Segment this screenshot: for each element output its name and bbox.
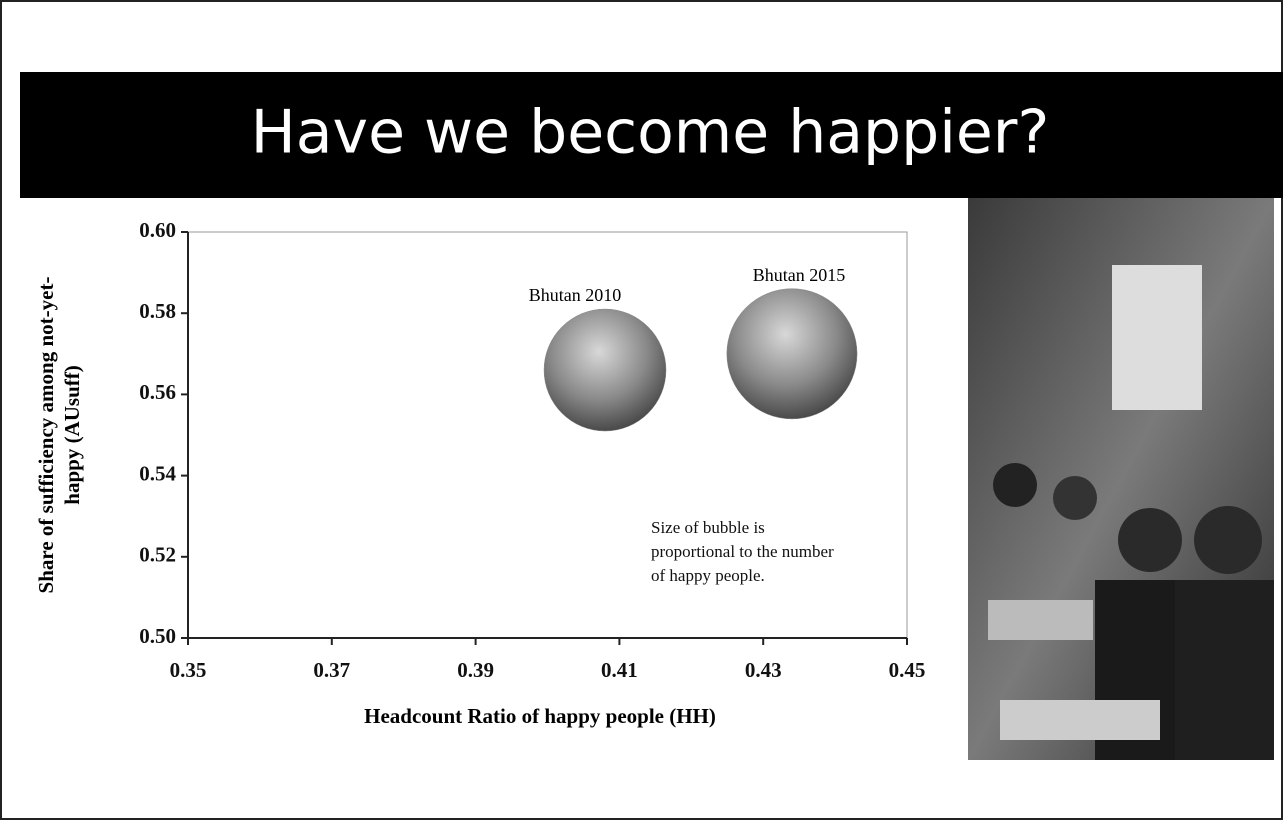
- x-tick-label: 0.45: [889, 658, 926, 682]
- x-tick-label: 0.37: [313, 658, 350, 682]
- x-tick-label: 0.39: [457, 658, 494, 682]
- y-axis-label: happy (AUsuff): [60, 365, 84, 504]
- x-tick-label: 0.43: [745, 658, 782, 682]
- title-banner: [20, 72, 1283, 198]
- y-tick-label: 0.58: [139, 299, 176, 323]
- chart-title: Have we become happier?: [251, 98, 1050, 168]
- point-label: Bhutan 2015: [753, 265, 846, 285]
- bubble: [543, 308, 667, 432]
- point-label: Bhutan 2010: [529, 285, 622, 305]
- x-axis-label: Headcount Ratio of happy people (HH): [364, 704, 716, 728]
- y-tick-label: 0.50: [139, 624, 176, 648]
- y-tick-label: 0.60: [139, 218, 176, 242]
- y-tick-label: 0.54: [139, 461, 176, 485]
- y-tick-label: 0.56: [139, 380, 176, 404]
- bubble: [726, 288, 858, 420]
- x-tick-label: 0.41: [601, 658, 638, 682]
- x-tick-label: 0.35: [170, 658, 207, 682]
- y-axis-label: Share of sufficiency among not-yet-: [34, 277, 58, 594]
- y-tick-label: 0.52: [139, 543, 176, 567]
- photo: [968, 198, 1274, 760]
- annotation: Size of bubble is proportional to the nu…: [651, 518, 834, 585]
